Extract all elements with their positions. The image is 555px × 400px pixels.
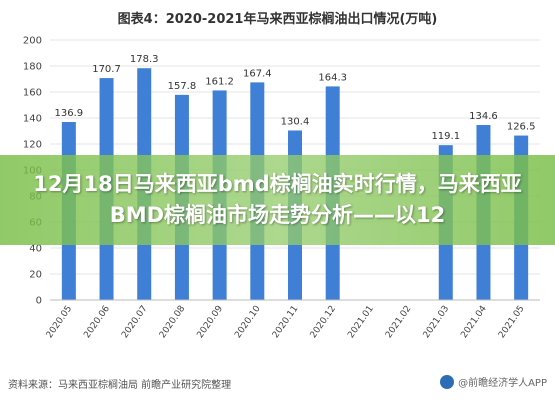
data-label: 136.9 (55, 108, 84, 119)
y-tick-label: 180 (23, 62, 42, 73)
x-tick-label: 2020.06 (82, 304, 112, 340)
y-tick-label: 20 (29, 270, 42, 281)
x-tick-label: 2020.09 (196, 304, 226, 340)
y-tick-label: 160 (23, 88, 42, 99)
x-tick-label: 2020.05 (45, 304, 75, 340)
corner-watermark-text: @前瞻经济学人APP (458, 378, 547, 389)
data-label: 170.7 (92, 64, 121, 75)
x-tick-label: 2021.04 (459, 304, 489, 340)
y-tick-label: 140 (23, 114, 42, 125)
x-tick-label: 2021.01 (346, 304, 376, 340)
corner-watermark: @前瞻经济学人APP (440, 374, 547, 389)
x-tick-label: 2020.11 (271, 304, 301, 340)
data-label: 167.4 (243, 68, 272, 79)
data-label: 130.4 (281, 116, 310, 127)
x-tick-label: 2020.10 (233, 304, 263, 340)
y-tick-label: 40 (29, 244, 42, 255)
data-label: 126.5 (507, 122, 536, 133)
y-tick-label: 0 (36, 296, 42, 307)
x-tick-label: 2021.02 (384, 304, 414, 340)
source-note: 资料来源：马来西亚棕榈油局 前瞻产业研究院整理 (8, 380, 232, 391)
data-label: 119.1 (431, 131, 460, 142)
data-label: 164.3 (318, 72, 347, 83)
brand-logo-icon (440, 374, 455, 389)
headline-banner[interactable]: 12月18日马来西亚bmd棕榈油实时行情，马来西亚BMD棕榈油市场走势分析——以… (0, 155, 555, 245)
y-tick-label: 120 (23, 140, 42, 151)
x-tick-label: 2020.12 (309, 304, 339, 340)
x-tick-label: 2021.03 (422, 304, 452, 340)
x-tick-label: 2020.07 (120, 304, 150, 340)
data-label: 178.3 (130, 54, 159, 65)
x-tick-label: 2020.08 (158, 304, 188, 340)
y-tick-label: 200 (23, 36, 42, 47)
data-label: 161.2 (205, 76, 234, 87)
data-label: 157.8 (168, 81, 197, 92)
headline-text: 12月18日马来西亚bmd棕榈油实时行情，马来西亚BMD棕榈油市场走势分析——以… (33, 172, 522, 227)
chart-title: 图表4：2020-2021年马来西亚棕榈油出口情况(万吨) (117, 12, 438, 27)
data-label: 134.6 (469, 111, 498, 122)
x-tick-label: 2021.05 (497, 304, 527, 340)
